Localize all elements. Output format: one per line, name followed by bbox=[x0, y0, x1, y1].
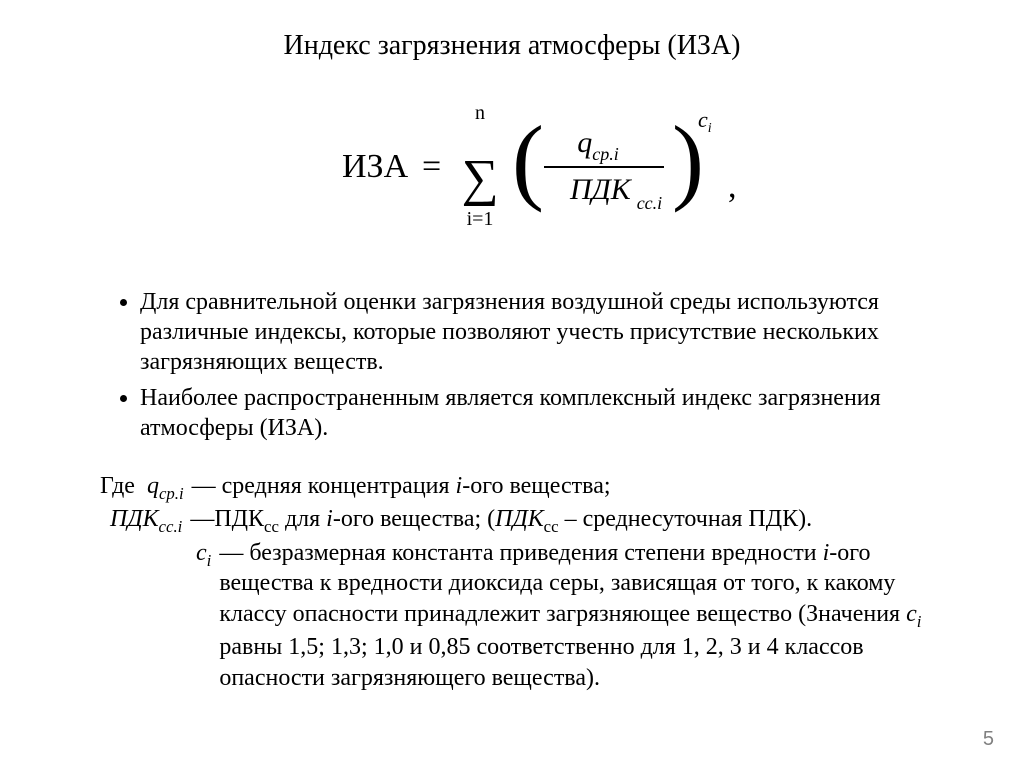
formula-block: ИЗА = n ∑ i=1 ( ) qcp.i ПДКcc.i ci , bbox=[80, 97, 944, 242]
def-row-3: ci — безразмерная константа приведения с… bbox=[100, 538, 944, 694]
definition-block: Где qср.i — средняя концентрация i-ого в… bbox=[80, 471, 944, 694]
formula-svg: ИЗА = n ∑ i=1 ( ) qcp.i ПДКcc.i ci , bbox=[272, 97, 752, 237]
bullet-item: Наиболее распространенным является компл… bbox=[140, 383, 944, 443]
bullet-list: Для сравнительной оценки загрязнения воз… bbox=[80, 287, 944, 443]
svg-text:ci: ci bbox=[698, 107, 712, 136]
slide-title: Индекс загрязнения атмосферы (ИЗА) bbox=[80, 30, 944, 62]
formula-fraction: qcp.i ПДКcc.i bbox=[544, 126, 664, 213]
formula-sum-bottom: i=1 bbox=[467, 208, 494, 230]
slide-body: Индекс загрязнения атмосферы (ИЗА) ИЗА =… bbox=[0, 0, 1024, 714]
formula-sum-top: n bbox=[475, 102, 485, 124]
def-row-1: Где qср.i — средняя концентрация i-ого в… bbox=[100, 471, 944, 504]
svg-text:=: = bbox=[422, 148, 441, 185]
def-row-2: ПДКсс.i —ПДКсс для i-ого вещества; (ПДКс… bbox=[100, 504, 944, 537]
formula-lhs: ИЗА bbox=[342, 148, 409, 185]
svg-text:qcp.i: qcp.i bbox=[577, 126, 619, 164]
page-number: 5 bbox=[983, 728, 994, 751]
svg-text:,: , bbox=[728, 168, 737, 205]
bullet-item: Для сравнительной оценки загрязнения воз… bbox=[140, 287, 944, 377]
svg-text:(: ( bbox=[512, 106, 544, 213]
svg-text:ПДКcc.i: ПДКcc.i bbox=[569, 173, 662, 213]
svg-text:∑: ∑ bbox=[461, 150, 498, 207]
